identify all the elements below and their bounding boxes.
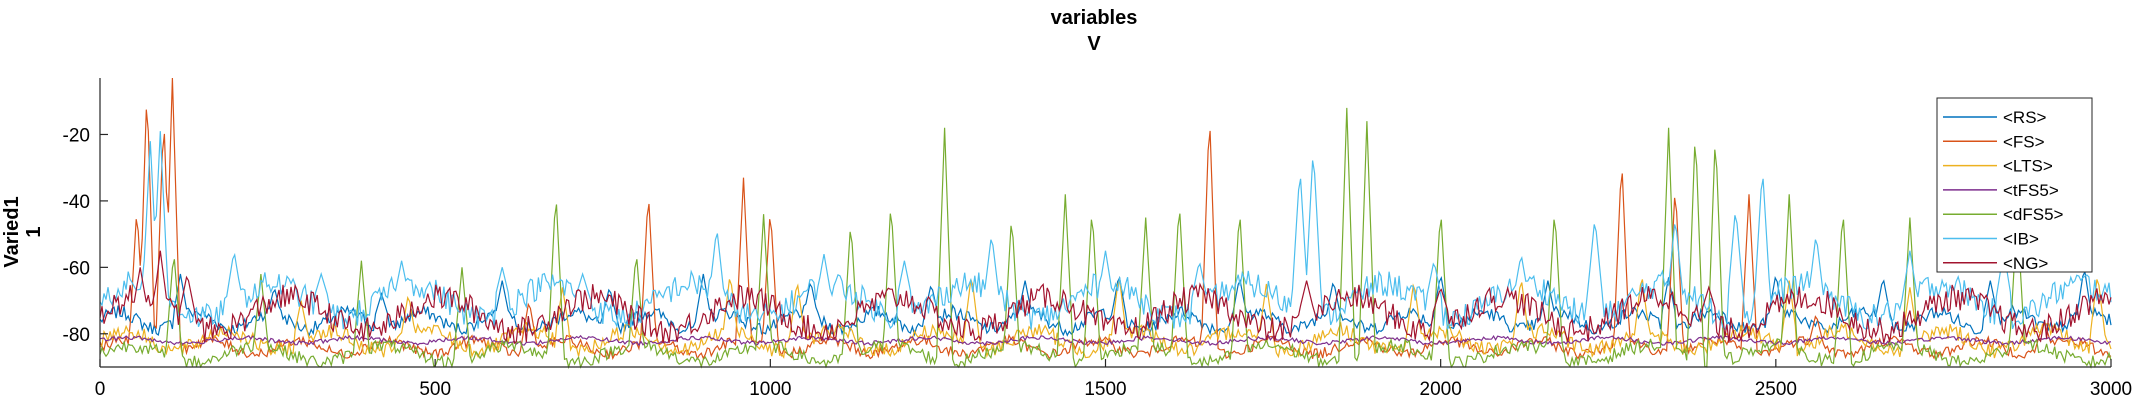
series-layer xyxy=(99,77,2112,370)
series-line-IB xyxy=(99,131,2112,331)
y-axis-label-2: 1 xyxy=(23,226,45,237)
chart-title: variables xyxy=(1051,7,1138,29)
series-line-NG xyxy=(99,250,2112,345)
x-tick-label: 3000 xyxy=(2090,379,2132,400)
x-tick-label: 0 xyxy=(95,379,106,400)
legend: <RS> <FS> <LTS> <tFS5> <dFS5> <IB> <NG> xyxy=(1936,97,2093,273)
chart-subtitle: V xyxy=(1087,33,1101,55)
x-tick-label: 2000 xyxy=(1420,379,1462,400)
legend-box xyxy=(1936,97,2093,273)
x-tick-label: 2500 xyxy=(1755,379,1797,400)
y-tick-label: -20 xyxy=(63,125,90,146)
legend-label: <IB> xyxy=(2003,230,2039,249)
y-tick-label: -40 xyxy=(63,192,90,213)
legend-label: <tFS5> xyxy=(2003,181,2059,200)
x-tick-label: 1000 xyxy=(749,379,791,400)
x-tick-label: 1500 xyxy=(1084,379,1126,400)
legend-label: <LTS> xyxy=(2003,157,2053,176)
series-line-LTS xyxy=(99,279,2112,359)
y-tick-label: -60 xyxy=(63,258,90,279)
legend-label: <RS> xyxy=(2003,108,2047,127)
axes-layer: 0 500 1000 1500 2000 2500 3000 -20 -40 -60 -80 xyxy=(63,78,2132,400)
series-line-tFS5 xyxy=(99,334,2112,347)
legend-label: <NG> xyxy=(2003,254,2048,273)
x-tick-label: 500 xyxy=(419,379,451,400)
y-axis-label: Varied1 xyxy=(1,196,23,267)
y-tick-label: -80 xyxy=(63,325,90,346)
legend-label: <FS> xyxy=(2003,132,2045,151)
legend-label: <dFS5> xyxy=(2003,205,2064,224)
